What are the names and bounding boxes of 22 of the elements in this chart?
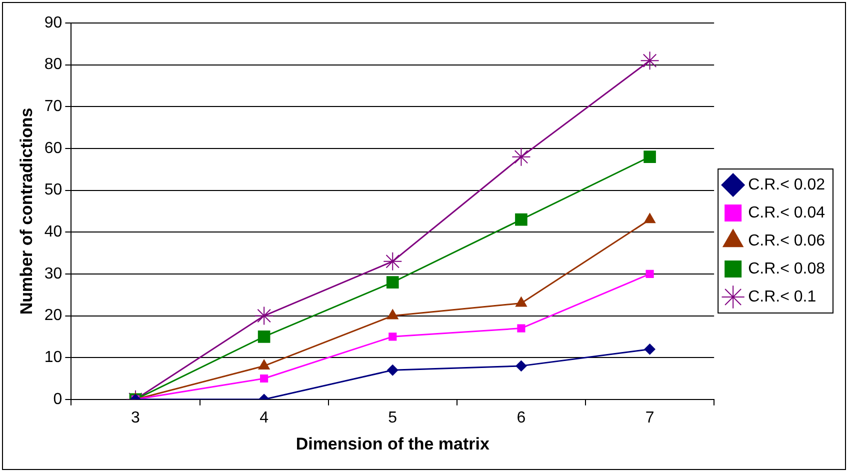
y-tick-label: 50 xyxy=(44,182,62,199)
y-tick-label: 20 xyxy=(44,307,62,324)
y-tick-label: 30 xyxy=(44,265,62,282)
y-tick-label: 40 xyxy=(44,224,62,241)
y-tick-label: 60 xyxy=(44,140,62,157)
x-tick-label: 6 xyxy=(516,409,526,426)
legend-label: C.R.< 0.02 xyxy=(748,176,826,194)
x-tick-label: 3 xyxy=(131,409,140,426)
legend-label: C.R.< 0.06 xyxy=(748,232,826,250)
x-tick-label: 4 xyxy=(260,409,269,426)
y-axis-title: Number of contradictions xyxy=(16,108,36,315)
legend-label: C.R.< 0.08 xyxy=(748,260,826,278)
legend-label: C.R.< 0.04 xyxy=(748,204,826,222)
legend-label: C.R.< 0.1 xyxy=(748,288,816,306)
y-tick-label: 0 xyxy=(53,390,62,408)
x-tick-label: 5 xyxy=(388,409,398,426)
y-tick-label: 90 xyxy=(44,14,62,32)
y-tick-label: 70 xyxy=(44,98,62,116)
x-tick-label: 7 xyxy=(645,409,654,426)
x-axis-title: Dimension of the matrix xyxy=(296,434,490,454)
y-tick-label: 80 xyxy=(44,56,62,74)
y-tick-label: 10 xyxy=(44,348,62,366)
